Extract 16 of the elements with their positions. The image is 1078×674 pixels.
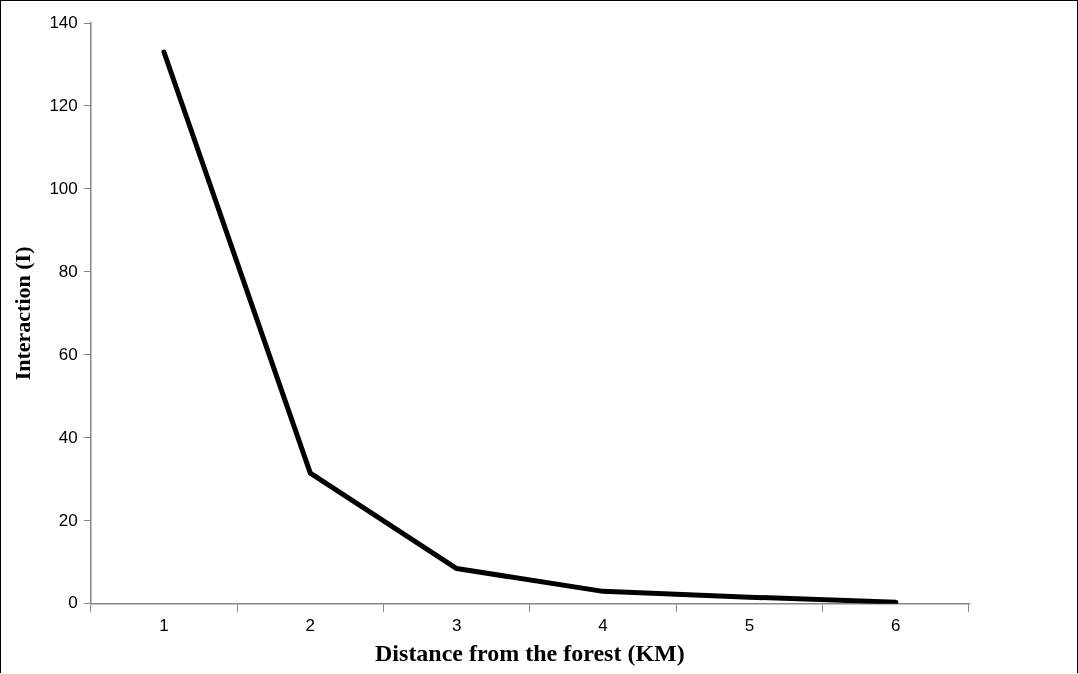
x-tick-label: 4 [598,615,608,635]
y-tick-label: 0 [68,593,78,613]
y-tick-label: 140 [49,12,78,32]
y-tick-label: 60 [58,344,78,364]
x-tick-label: 3 [451,615,462,635]
y-tick-label: 100 [49,178,78,198]
x-tick-label: 2 [305,615,316,635]
y-tick-label: 120 [49,95,78,115]
y-tick-label: 80 [58,261,78,281]
x-tick-label: 1 [159,615,169,635]
x-axis-title: Distance from the forest (KM) [375,639,685,666]
y-tick-label: 40 [58,427,78,447]
y-axis-title: Interaction (I) [9,246,35,381]
x-tick-label: 5 [744,615,755,635]
y-tick-label: 20 [58,510,78,530]
x-tick-label: 6 [891,615,901,635]
